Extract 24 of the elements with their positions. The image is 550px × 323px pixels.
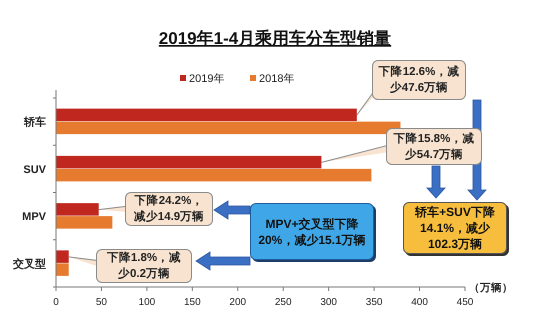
legend-label: 2018年 xyxy=(259,73,294,85)
annotation: MPV+交叉型下降20%，减少15.1万辆 xyxy=(250,203,374,260)
x-axis-title: （万辆） xyxy=(469,281,513,294)
y-tick-label: MPV xyxy=(22,211,47,224)
title: 2019年1-4月乘用车分车型销量 xyxy=(158,29,392,48)
legend-item: 2019年 xyxy=(180,73,224,85)
x-tick-label: 300 xyxy=(320,297,338,308)
x-tick-label: 100 xyxy=(138,297,156,308)
x-tick-label: 250 xyxy=(274,297,292,308)
y-tick-label: SUV xyxy=(23,164,47,176)
x-tick-label: 450 xyxy=(456,297,474,308)
annotation: 下降24.2%，减少14.9万辆 xyxy=(125,192,213,226)
y-tick-label: 轿车 xyxy=(23,116,46,129)
annotation: 下降1.8%，减少0.2万辆 xyxy=(96,249,192,283)
legend-label: 2019年 xyxy=(189,73,224,85)
x-tick-label: 200 xyxy=(229,297,247,308)
legend-item: 2018年 xyxy=(250,73,294,85)
x-tick-label: 50 xyxy=(96,297,108,308)
annotation: 轿车+SUV下降14.1%，减少102.3万辆 xyxy=(403,202,507,254)
x-tick-label: 0 xyxy=(53,297,60,308)
x-tick-label: 400 xyxy=(411,297,428,308)
x-tick-label: 150 xyxy=(184,297,202,308)
x-tick-label: 350 xyxy=(366,297,383,308)
y-tick-label: 交叉型 xyxy=(12,257,46,270)
